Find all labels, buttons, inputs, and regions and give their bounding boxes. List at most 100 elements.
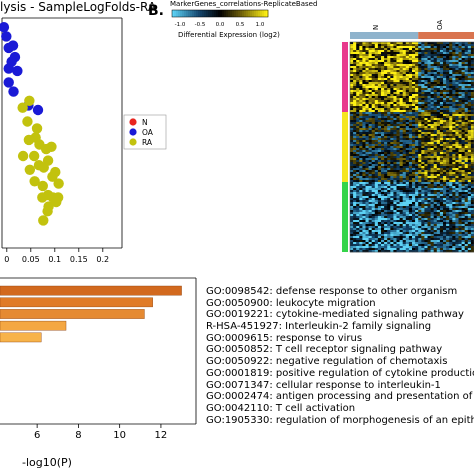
heatmap-cell	[418, 128, 422, 131]
heatmap-cell	[452, 236, 456, 239]
heatmap-cell	[393, 246, 397, 249]
heatmap-cell	[433, 120, 438, 123]
heatmap-cell	[381, 144, 385, 147]
heatmap-cell	[461, 196, 465, 199]
heatmap-cell	[430, 182, 434, 185]
heatmap-cell	[470, 170, 474, 173]
heatmap-cell	[405, 178, 410, 181]
heatmap-cell	[446, 142, 450, 145]
heatmap-cell	[356, 68, 360, 71]
heatmap-cell	[412, 226, 416, 229]
heatmap-cell	[396, 204, 400, 207]
heatmap-cell	[381, 208, 385, 211]
heatmap-cell	[405, 164, 410, 167]
heatmap-cell	[424, 222, 428, 225]
heatmap-cell	[467, 224, 472, 227]
heatmap-cell	[443, 48, 447, 51]
heatmap-cell	[368, 192, 372, 195]
heatmap-cell	[399, 242, 403, 245]
heatmap-cell	[430, 92, 434, 95]
heatmap-cell	[464, 146, 469, 149]
heatmap-cell	[455, 94, 459, 97]
heatmap-cell	[399, 148, 403, 151]
heatmap-cell	[402, 58, 407, 61]
heatmap-cell	[421, 212, 425, 215]
heatmap-cell	[399, 46, 403, 49]
heatmap-cell	[356, 222, 360, 225]
heatmap-cell	[446, 60, 450, 63]
heatmap-cell	[439, 58, 444, 61]
heatmap-cell	[464, 168, 469, 171]
heatmap-cell	[399, 206, 403, 209]
heatmap-cell	[412, 198, 416, 201]
heatmap-cell	[387, 176, 391, 179]
heatmap-cell	[408, 222, 413, 225]
heatmap-cell	[377, 94, 382, 97]
heatmap-cell	[421, 94, 425, 97]
heatmap-cell	[430, 48, 434, 51]
heatmap-cell	[368, 100, 372, 103]
heatmap-cell	[384, 146, 388, 149]
heatmap-cell	[427, 234, 431, 237]
heatmap-cell	[430, 78, 434, 81]
heatmap-cell	[461, 76, 465, 79]
heatmap-cell	[396, 100, 400, 103]
heatmap-cell	[365, 66, 369, 69]
heatmap-cell	[384, 132, 388, 135]
heatmap-cell	[393, 160, 397, 163]
heatmap-cell	[359, 154, 363, 157]
go-term-list: GO:0098542: defense response to other or…	[206, 286, 474, 426]
heatmap-cell	[436, 214, 441, 217]
heatmap-cell	[350, 94, 354, 97]
heatmap-cell	[421, 48, 425, 51]
heatmap-cell	[439, 132, 444, 135]
bar-x-tick-label: 12	[155, 430, 168, 441]
heatmap-cell	[362, 132, 366, 135]
heatmap-cell	[353, 142, 357, 145]
heatmap-cell	[418, 106, 422, 109]
heatmap-cell	[458, 66, 462, 69]
heatmap-cell	[412, 220, 416, 223]
heatmap-cell	[433, 86, 438, 89]
heatmap-cell	[433, 146, 438, 149]
heatmap-cell	[387, 138, 391, 141]
heatmap-cell	[374, 104, 379, 107]
heatmap-cell	[455, 70, 459, 73]
heatmap-cell	[353, 70, 357, 73]
heatmap-cell	[356, 188, 360, 191]
heatmap-cell	[362, 244, 366, 247]
heatmap-cell	[387, 184, 391, 187]
heatmap-cell	[371, 190, 376, 193]
heatmap-cell	[374, 164, 379, 167]
heatmap-cell	[412, 200, 416, 203]
heatmap-cell	[371, 126, 376, 129]
heatmap-cell	[455, 108, 459, 111]
heatmap-cell	[449, 50, 453, 53]
heatmap-cell	[439, 134, 444, 137]
heatmap-cell	[449, 138, 453, 141]
heatmap-cell	[402, 142, 407, 145]
heatmap-cell	[430, 58, 434, 61]
heatmap-cell	[374, 216, 379, 219]
heatmap-cell	[430, 76, 434, 79]
heatmap-cell	[433, 186, 438, 189]
heatmap-cell	[443, 136, 447, 139]
heatmap-cell	[430, 98, 434, 101]
legend-marker-ra	[129, 138, 137, 146]
heatmap-cell	[377, 202, 382, 205]
heatmap-cell	[384, 172, 388, 175]
heatmap-cell	[350, 230, 354, 233]
heatmap-cell	[458, 210, 462, 213]
heatmap-cell	[384, 218, 388, 221]
heatmap-cell	[393, 46, 397, 49]
heatmap-cell	[412, 126, 416, 129]
heatmap-cell	[421, 42, 425, 45]
heatmap-cell	[443, 230, 447, 233]
heatmap-cell	[412, 70, 416, 73]
heatmap-cell	[452, 82, 456, 85]
heatmap-cell	[467, 214, 472, 217]
heatmap-cell	[470, 156, 474, 159]
heatmap-cell	[384, 102, 388, 105]
heatmap-cell	[418, 164, 422, 167]
